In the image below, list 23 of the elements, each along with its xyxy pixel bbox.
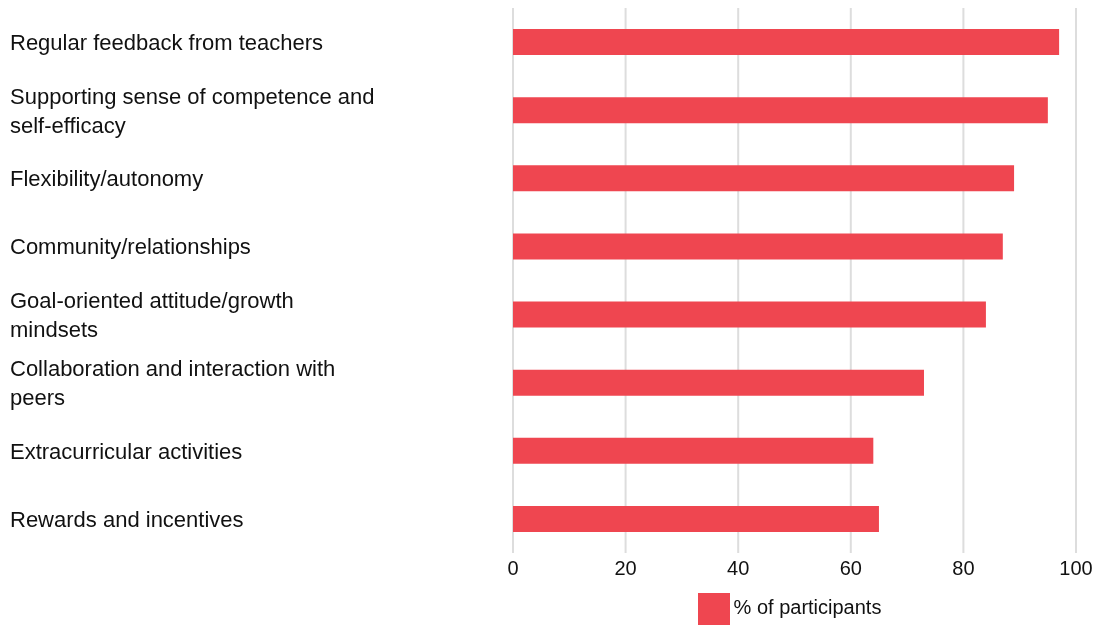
y-tick-label: Rewards and incentives	[10, 506, 244, 532]
bar	[513, 165, 1015, 192]
x-tick-label: 60	[839, 557, 862, 580]
x-tick-label: 40	[727, 557, 750, 580]
y-tick-label: Collaboration and interaction with peers	[10, 355, 336, 410]
bar	[513, 97, 1048, 124]
bar	[513, 369, 924, 396]
y-tick-label: Goal-oriented attitude/growth mindsets	[10, 287, 294, 342]
y-tick-label: Supporting sense of competence and self-efficacy	[10, 83, 375, 138]
bar	[513, 437, 874, 464]
legend-label: % of participants	[733, 596, 882, 619]
y-tick-label: Community/relationships	[10, 233, 251, 259]
bar	[513, 505, 879, 532]
y-tick-label: Flexibility/autonomy	[10, 165, 204, 191]
bar	[513, 301, 986, 328]
bar	[513, 29, 1060, 55]
y-tick-label: Regular feedback from teachers	[10, 29, 324, 55]
y-tick-label: Extracurricular activities	[10, 438, 243, 464]
x-tick-label: 20	[614, 557, 637, 580]
x-tick-label: 0	[507, 557, 519, 580]
bar	[513, 233, 1003, 260]
x-tick-label: 100	[1059, 557, 1093, 580]
x-tick-label: 80	[952, 557, 975, 580]
